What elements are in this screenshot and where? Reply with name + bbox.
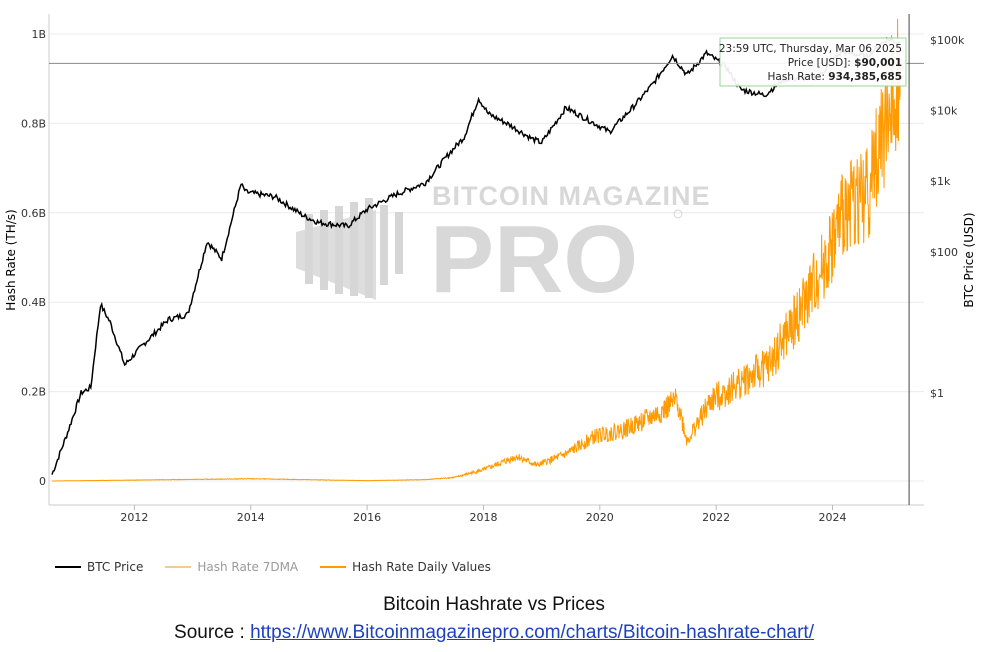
tooltip-price: Price [USD]: $90,001 [788, 57, 902, 69]
figure-caption-source: Source : https://www.Bitcoinmagazinepro.… [0, 622, 988, 644]
legend-swatch-btc-price [55, 566, 81, 568]
x-tick-label: 2020 [586, 511, 614, 524]
left-tick-label: 0.6B [21, 207, 46, 220]
legend-swatch-hash-rate-daily [320, 566, 347, 568]
left-tick-label: 1B [31, 28, 46, 41]
left-tick-label: 0.4B [21, 296, 46, 309]
legend-item-hash-rate-daily[interactable]: Hash Rate Daily Values [320, 560, 491, 574]
left-tick-label: 0.8B [21, 117, 46, 130]
source-prefix: Source : [174, 622, 251, 643]
left-axis-title: Hash Rate (TH/s) [4, 209, 18, 310]
x-tick-label: 2012 [120, 511, 148, 524]
x-tick-label: 2024 [818, 511, 846, 524]
x-tick-label: 2018 [469, 511, 497, 524]
legend: BTC Price Hash Rate 7DMA Hash Rate Daily… [55, 560, 491, 574]
legend-label-hash-rate-7dma: Hash Rate 7DMA [197, 560, 299, 574]
left-tick-label: 0 [39, 475, 46, 488]
watermark-line1: BITCOIN MAGAZINE [432, 181, 711, 211]
watermark-line2: PRO [430, 206, 638, 313]
x-tick-label: 2014 [237, 511, 265, 524]
watermark-logo: BITCOIN MAGAZINE PRO [296, 181, 711, 313]
hashrate-price-chart: BITCOIN MAGAZINE PRO 0 0.2B 0.4B 0.6B 0.8B 1B… [4, 14, 976, 524]
legend-swatch-hash-rate-7dma [165, 566, 192, 568]
figure-caption-title: Bitcoin Hashrate vs Prices [383, 594, 605, 615]
hash-rate-daily-line [52, 18, 901, 482]
legend-label-btc-price: BTC Price [87, 560, 144, 574]
x-tick-label: 2022 [702, 511, 730, 524]
gridlines [49, 33, 924, 482]
right-axis-ticks: $1 $100 $1k $10k $100k [930, 34, 965, 400]
tooltip-price-label: Price [USD]: [788, 57, 851, 69]
tooltip-price-value: $90,001 [854, 57, 902, 69]
right-tick-label: $100k [930, 34, 965, 47]
right-tick-label: $10k [930, 105, 958, 118]
left-tick-label: 0.2B [21, 386, 46, 399]
tooltip: 23:59 UTC, Thursday, Mar 06 2025 Price [… [719, 37, 907, 87]
legend-item-btc-price[interactable]: BTC Price [55, 560, 143, 574]
btc-price-line [51, 36, 901, 475]
left-axis-ticks: 0 0.2B 0.4B 0.6B 0.8B 1B [21, 28, 46, 488]
tooltip-hash-value: 934,385,685 [828, 71, 902, 83]
tooltip-date: 23:59 UTC, Thursday, Mar 06 2025 [719, 43, 902, 55]
right-tick-label: $1 [930, 387, 944, 400]
legend-item-hash-rate-7dma[interactable]: Hash Rate 7DMA [165, 560, 298, 574]
tooltip-hash-label: Hash Rate: [768, 71, 825, 83]
right-tick-label: $1k [930, 175, 951, 188]
tooltip-hash: Hash Rate: 934,385,685 [768, 71, 903, 83]
legend-label-hash-rate-daily: Hash Rate Daily Values [352, 560, 491, 574]
right-tick-label: $100 [930, 246, 958, 259]
x-axis-ticks: 2012 2014 2016 2018 2020 2022 2024 [120, 505, 846, 524]
source-link[interactable]: https://www.Bitcoinmagazinepro.com/chart… [250, 622, 814, 643]
x-tick-label: 2016 [353, 511, 381, 524]
right-axis-title: BTC Price (USD) [962, 212, 976, 307]
watermark-emblem-icon [296, 198, 403, 300]
